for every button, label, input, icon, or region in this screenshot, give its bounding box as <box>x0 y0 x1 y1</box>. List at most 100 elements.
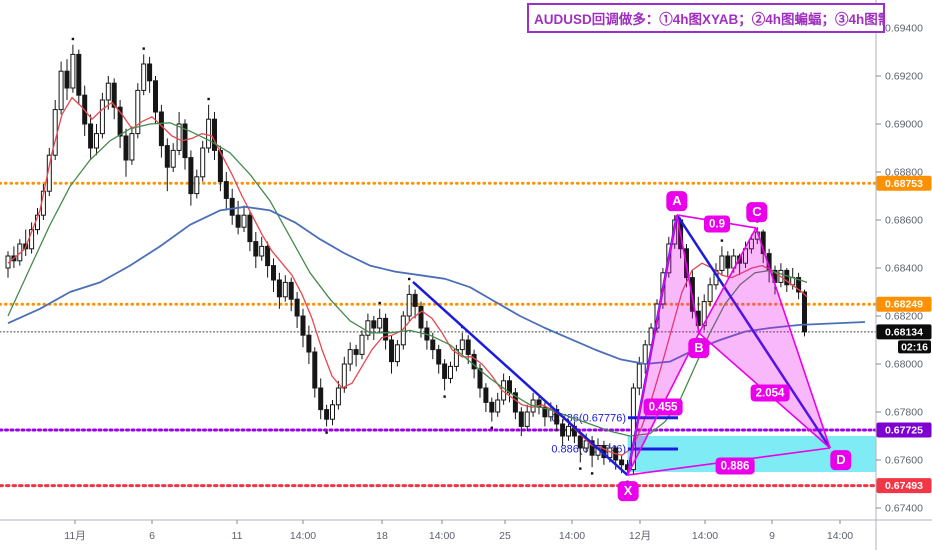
candle-body <box>477 368 483 389</box>
swing-low-marker <box>579 467 582 470</box>
y-tick-label[interactable]: 0.67800 <box>885 407 923 419</box>
candle-body <box>748 238 754 250</box>
pattern-point-label-A[interactable]: A <box>666 191 688 211</box>
x-tick-label[interactable]: 25 <box>499 530 511 542</box>
y-tick-label[interactable]: 0.67400 <box>885 503 923 515</box>
candle-body <box>229 197 235 216</box>
candle-body <box>383 317 389 341</box>
candle-body <box>436 349 442 365</box>
candle-body <box>471 353 477 370</box>
candle-body <box>430 339 436 351</box>
price-label-0.68134-box[interactable] <box>876 324 932 340</box>
x-tick-label[interactable]: 6 <box>149 530 155 542</box>
y-tick-label[interactable]: 0.68800 <box>885 167 923 179</box>
candle-body <box>341 363 347 389</box>
pattern-ratio-label-2.054[interactable]: 2.054 <box>750 384 790 402</box>
price-label-0.67725-box[interactable] <box>876 422 932 438</box>
candle-body <box>365 320 371 336</box>
swing-low-marker <box>325 431 328 434</box>
candle-body <box>105 82 111 101</box>
pattern-ratio-label-0.9[interactable]: 0.9 <box>704 215 730 233</box>
y-tick-label[interactable]: 0.68400 <box>885 263 923 275</box>
y-tick-label[interactable]: 0.67600 <box>885 455 923 467</box>
candle-body <box>465 339 471 355</box>
pattern-edge-XA[interactable] <box>626 214 678 476</box>
price-label-0.68753[interactable]: 0.68753 <box>885 178 923 190</box>
pattern-point-label-X[interactable]: X <box>617 481 639 501</box>
ma-fast-red <box>7 96 808 456</box>
trade-plan-note[interactable]: AUDUSD回调做多：①4h图XYAB；②4h图蝙蝠；③4h图需求。 <box>527 3 885 33</box>
x-tick-label[interactable]: 14:00 <box>429 530 455 542</box>
y-tick-label[interactable]: 0.68600 <box>885 215 923 227</box>
candle-body <box>64 70 70 89</box>
ad-line[interactable] <box>675 214 832 449</box>
pattern-point-label-D[interactable]: D <box>830 450 852 470</box>
swing-low-marker <box>590 472 594 475</box>
fib-level-text-0: 0.786(0.67776) <box>551 412 626 424</box>
candle-body <box>577 435 583 449</box>
y-tick-label[interactable]: 0.69400 <box>885 23 923 35</box>
price-label-0.67493-box[interactable] <box>876 478 932 494</box>
candle-body <box>802 291 807 333</box>
swing-low-marker <box>443 395 446 398</box>
x-tick-label[interactable]: 11月 <box>64 530 85 542</box>
candle-body <box>282 281 288 298</box>
pattern-fill-1[interactable] <box>699 227 830 448</box>
candle-body <box>259 245 265 257</box>
candle-body <box>784 269 790 286</box>
bar-countdown[interactable]: 02:16 <box>901 341 928 353</box>
pattern-point-label-C[interactable]: C <box>746 202 768 222</box>
candle-body <box>512 392 518 413</box>
x-tick-label[interactable]: 14:00 <box>827 530 853 542</box>
pattern-point-label-B[interactable]: B <box>688 338 710 358</box>
candle-body <box>265 245 271 267</box>
candle-body <box>406 293 412 317</box>
candle-body <box>377 317 383 329</box>
candle-body <box>707 284 713 303</box>
y-tick-label[interactable]: 0.68200 <box>885 311 923 323</box>
price-label-0.68249-box[interactable] <box>876 296 932 312</box>
candle-body <box>483 387 489 403</box>
price-label-0.68249[interactable]: 0.68249 <box>885 299 923 311</box>
price-label-0.68753-box[interactable] <box>876 175 932 191</box>
y-tick-label[interactable]: 0.69200 <box>885 71 923 83</box>
candle-body <box>288 281 294 300</box>
pattern-edge-BC[interactable] <box>698 227 757 334</box>
price-label-0.67725[interactable]: 0.67725 <box>885 425 923 437</box>
candle-body <box>448 365 453 379</box>
swing-high-marker <box>408 277 411 281</box>
x-tick-label[interactable]: 14:00 <box>559 530 585 542</box>
price-label-0.67493[interactable]: 0.67493 <box>885 480 923 492</box>
x-tick-label[interactable]: 14:00 <box>290 530 316 542</box>
candle-body <box>442 363 448 379</box>
pattern-ratio-label-0.455[interactable]: 0.455 <box>643 398 683 416</box>
x-tick-label[interactable]: 9 <box>769 530 775 542</box>
candle-body <box>642 344 648 365</box>
x-tick-label[interactable]: 11 <box>232 530 243 542</box>
candle-body <box>271 265 276 281</box>
candle-body <box>176 123 182 151</box>
candle-body <box>359 334 365 355</box>
pattern-edge-AB[interactable] <box>676 214 700 334</box>
y-tick-label[interactable]: 0.68000 <box>885 359 923 371</box>
x-tick-label[interactable]: 14:00 <box>692 530 718 542</box>
x-tick-label[interactable]: 18 <box>376 530 388 542</box>
candle-body <box>719 255 725 271</box>
y-tick-label[interactable]: 0.69000 <box>885 119 923 131</box>
candle-body <box>300 315 306 336</box>
pattern-ratio-label-0.886[interactable]: 0.886 <box>715 457 755 475</box>
candle-body <box>129 133 135 161</box>
bar-countdown-box[interactable] <box>898 340 931 354</box>
candle-body <box>796 277 802 293</box>
candle-body <box>29 229 35 250</box>
pattern-edge-CD[interactable] <box>755 227 831 449</box>
price-label-0.68134[interactable]: 0.68134 <box>885 326 923 338</box>
downtrend-line[interactable] <box>412 280 629 477</box>
candle-body <box>158 111 164 147</box>
candle-body <box>589 440 595 456</box>
x-tick-label[interactable]: 12月 <box>629 530 651 542</box>
candle-body <box>188 157 194 195</box>
